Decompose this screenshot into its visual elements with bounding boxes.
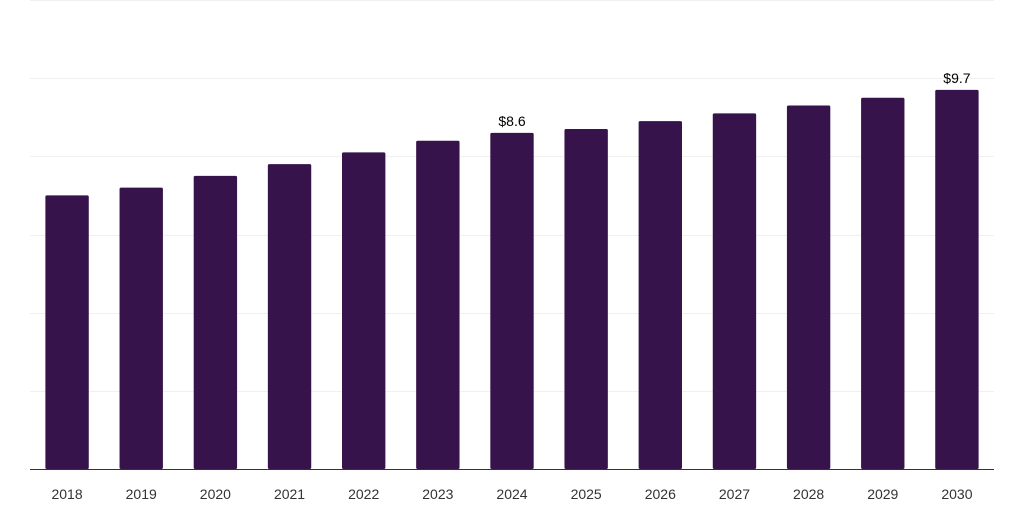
x-tick-label: 2030	[941, 486, 972, 502]
bar-2018	[45, 195, 89, 469]
x-tick-label: 2026	[645, 486, 676, 502]
bar-2023	[416, 140, 460, 469]
bars	[45, 89, 979, 470]
x-tick-label: 2027	[719, 486, 750, 502]
x-tick-labels: 2018 2019 2020 2021 2022 2023 2024 2025 2026 2027…	[51, 486, 972, 502]
bar-2028	[786, 105, 831, 470]
x-tick-label: 2024	[496, 486, 527, 502]
bar-2029	[861, 97, 905, 469]
bar-2027	[712, 113, 757, 469]
bar-2022	[342, 152, 386, 470]
bar-2021	[267, 164, 312, 469]
x-tick-label: 2022	[348, 486, 379, 502]
bar-2026	[638, 121, 682, 470]
x-tick-label: 2029	[867, 486, 898, 502]
data-label-2030: $9.7	[943, 70, 970, 86]
data-label-2024: $8.6	[498, 113, 525, 129]
bar-2019	[119, 187, 163, 469]
x-tick-label: 2019	[126, 486, 157, 502]
x-tick-label: 2021	[274, 486, 305, 502]
bar-2025	[564, 128, 608, 469]
bar-2020	[193, 175, 238, 469]
x-tick-label: 2023	[422, 486, 453, 502]
x-tick-label: 2020	[200, 486, 231, 502]
data-labels: $8.6 $9.7	[498, 70, 970, 129]
bar-2030	[935, 89, 979, 470]
bar-2024	[490, 132, 534, 469]
x-tick-label: 2025	[571, 486, 602, 502]
x-tick-label: 2018	[51, 486, 82, 502]
x-tick-label: 2028	[793, 486, 824, 502]
